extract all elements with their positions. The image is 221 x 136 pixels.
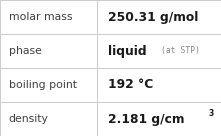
Text: 2.181 g/cm: 2.181 g/cm [108, 112, 185, 126]
Text: molar mass: molar mass [9, 12, 72, 22]
Text: density: density [9, 114, 49, 124]
Text: 3: 3 [208, 109, 213, 118]
Text: 192 °C: 192 °C [108, 78, 154, 92]
Text: (at STP): (at STP) [162, 47, 200, 55]
Text: phase: phase [9, 46, 42, 56]
Text: boiling point: boiling point [9, 80, 77, 90]
Text: 250.31 g/mol: 250.31 g/mol [108, 10, 199, 24]
Text: liquid: liquid [108, 44, 147, 58]
